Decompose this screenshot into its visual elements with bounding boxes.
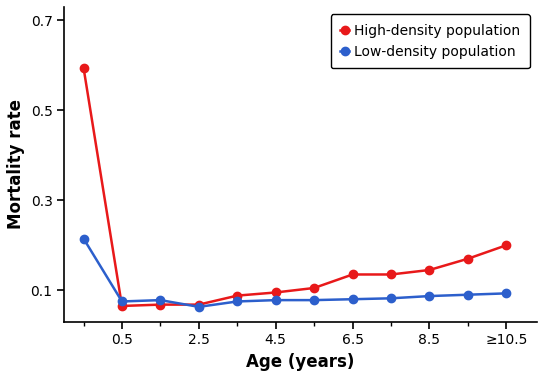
Low-density population: [119, 299, 125, 304]
Low-density population: [426, 294, 432, 298]
X-axis label: Age (years): Age (years): [246, 353, 355, 371]
Legend: High-density population, Low-density population: High-density population, Low-density pop…: [331, 14, 530, 68]
Low-density population: [311, 298, 317, 302]
Line: High-density population: High-density population: [79, 64, 510, 310]
High-density population: [426, 268, 432, 272]
Low-density population: [195, 305, 202, 309]
Low-density population: [349, 297, 356, 302]
Y-axis label: Mortality rate: Mortality rate: [7, 99, 25, 229]
High-density population: [273, 290, 279, 295]
Low-density population: [388, 296, 394, 301]
High-density population: [465, 257, 471, 261]
High-density population: [119, 304, 125, 308]
High-density population: [195, 302, 202, 307]
High-density population: [234, 293, 240, 298]
High-density population: [503, 243, 510, 248]
High-density population: [388, 272, 394, 277]
Low-density population: [503, 291, 510, 296]
Low-density population: [234, 299, 240, 304]
Low-density population: [81, 236, 87, 241]
High-density population: [349, 272, 356, 277]
Low-density population: [465, 293, 471, 297]
Low-density population: [157, 298, 164, 302]
Line: Low-density population: Low-density population: [79, 234, 510, 311]
High-density population: [311, 286, 317, 290]
High-density population: [157, 302, 164, 307]
Low-density population: [273, 298, 279, 302]
High-density population: [81, 65, 87, 70]
